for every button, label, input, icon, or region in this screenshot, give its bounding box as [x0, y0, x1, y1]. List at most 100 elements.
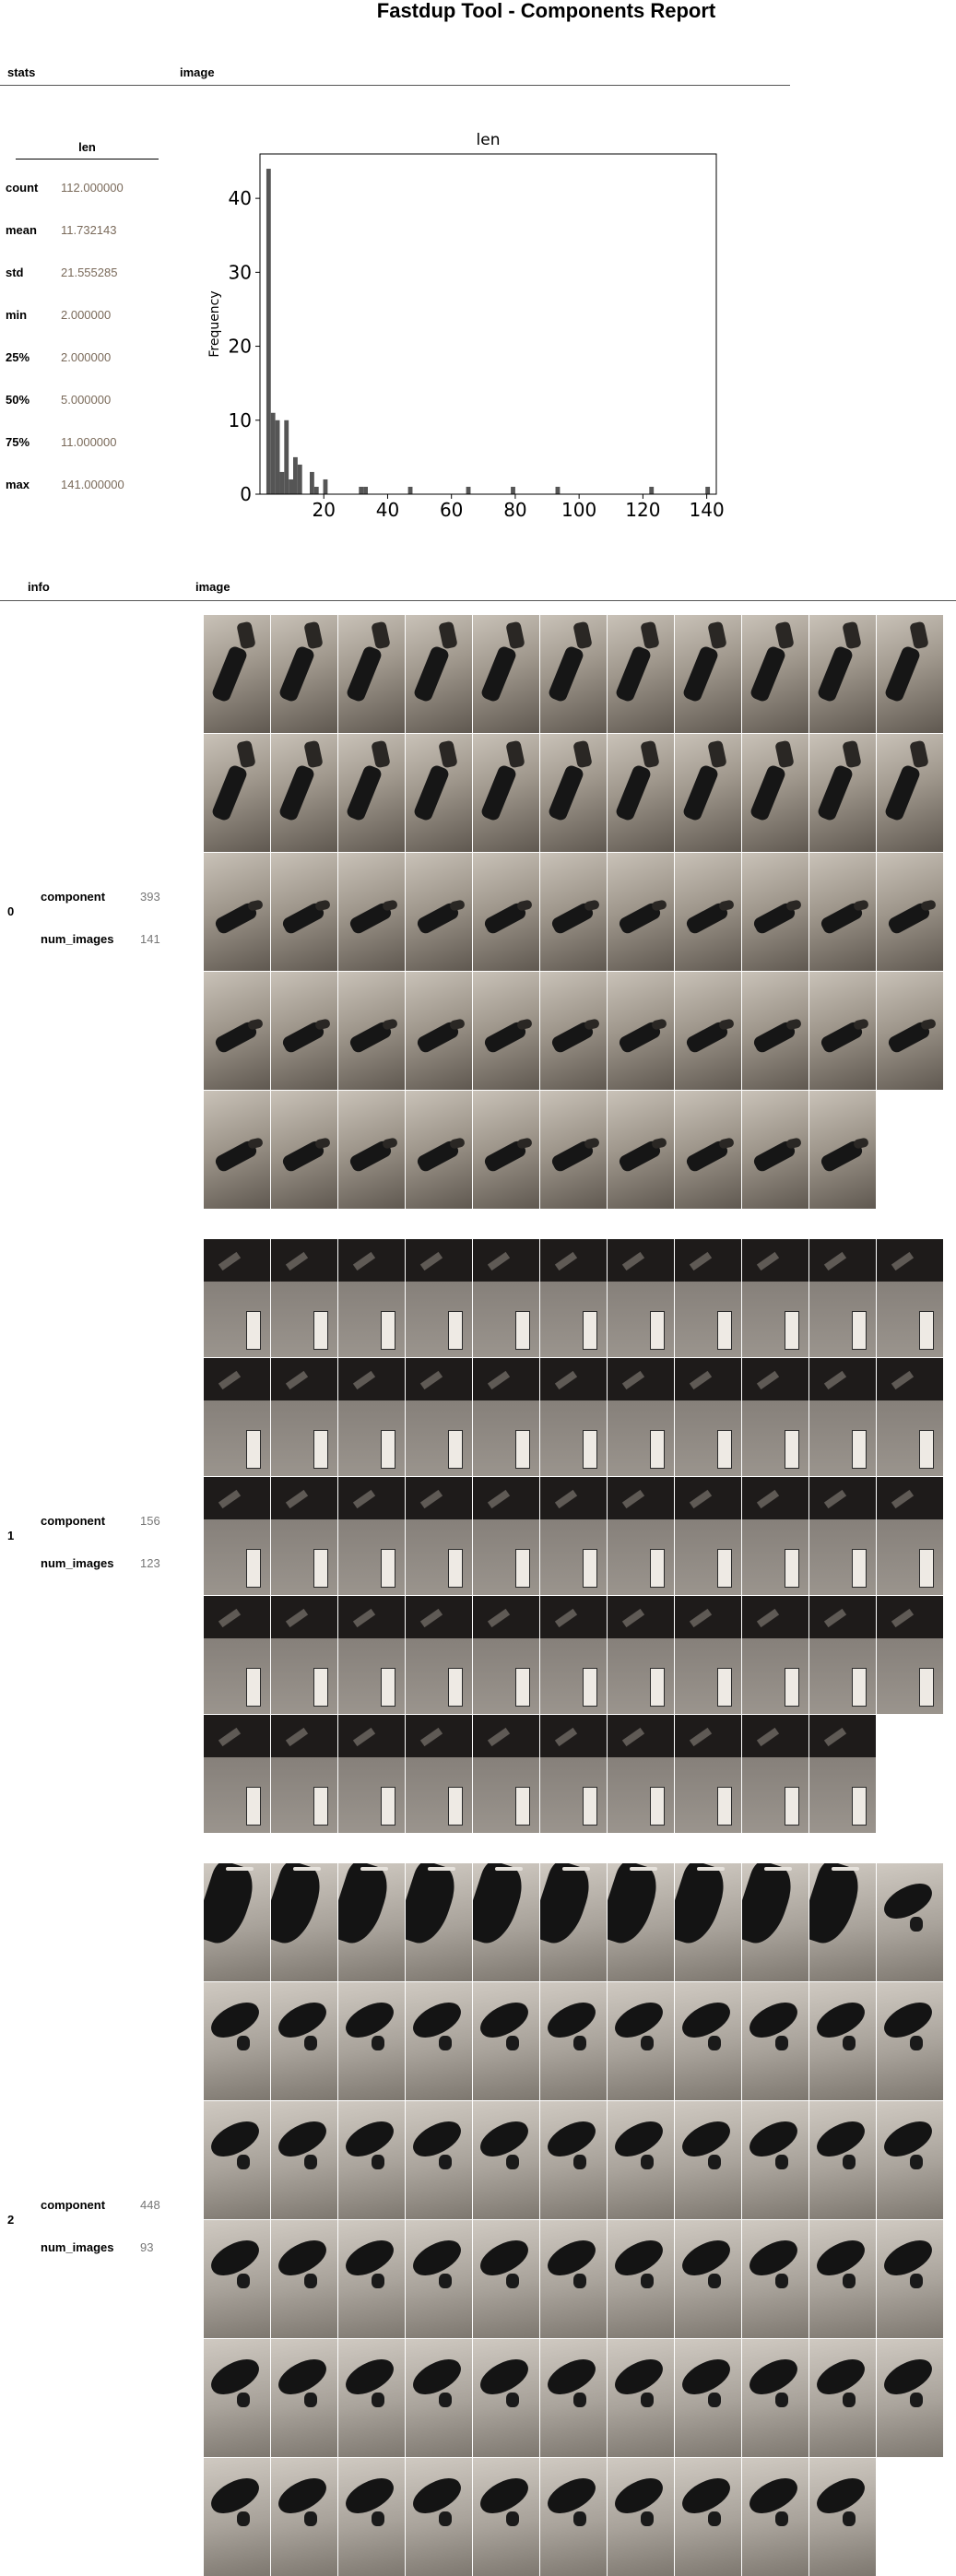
component-thumbnail[interactable]: [877, 1863, 943, 1981]
component-thumbnail[interactable]: [608, 1358, 674, 1476]
component-thumbnail[interactable]: [877, 1358, 943, 1476]
component-thumbnail[interactable]: [338, 2458, 405, 2576]
component-thumbnail[interactable]: [608, 1863, 674, 1981]
component-thumbnail[interactable]: [204, 615, 270, 733]
component-thumbnail[interactable]: [540, 1982, 607, 2100]
component-thumbnail[interactable]: [271, 1982, 337, 2100]
component-thumbnail[interactable]: [473, 1358, 539, 1476]
component-thumbnail[interactable]: [338, 1982, 405, 2100]
component-thumbnail[interactable]: [271, 615, 337, 733]
component-thumbnail[interactable]: [608, 1596, 674, 1714]
component-thumbnail[interactable]: [877, 2101, 943, 2219]
component-thumbnail[interactable]: [204, 1239, 270, 1357]
component-thumbnail[interactable]: [338, 1596, 405, 1714]
component-thumbnail[interactable]: [406, 972, 472, 1090]
component-thumbnail[interactable]: [742, 2101, 808, 2219]
component-thumbnail[interactable]: [675, 734, 741, 852]
component-thumbnail[interactable]: [877, 1596, 943, 1714]
component-thumbnail[interactable]: [406, 1239, 472, 1357]
component-thumbnail[interactable]: [608, 2458, 674, 2576]
component-thumbnail[interactable]: [204, 734, 270, 852]
component-thumbnail[interactable]: [675, 1863, 741, 1981]
component-thumbnail[interactable]: [540, 2220, 607, 2338]
component-thumbnail[interactable]: [540, 853, 607, 971]
component-thumbnail[interactable]: [742, 1982, 808, 2100]
component-thumbnail[interactable]: [406, 1358, 472, 1476]
component-thumbnail[interactable]: [338, 2101, 405, 2219]
component-thumbnail[interactable]: [271, 853, 337, 971]
component-thumbnail[interactable]: [742, 2458, 808, 2576]
component-thumbnail[interactable]: [608, 615, 674, 733]
component-thumbnail[interactable]: [540, 1477, 607, 1595]
component-thumbnail[interactable]: [608, 853, 674, 971]
component-thumbnail[interactable]: [204, 1596, 270, 1714]
component-thumbnail[interactable]: [675, 2101, 741, 2219]
component-thumbnail[interactable]: [540, 1358, 607, 1476]
component-thumbnail[interactable]: [338, 734, 405, 852]
component-thumbnail[interactable]: [809, 1091, 876, 1209]
component-thumbnail[interactable]: [540, 1091, 607, 1209]
component-thumbnail[interactable]: [271, 2339, 337, 2457]
component-thumbnail[interactable]: [406, 1715, 472, 1833]
component-thumbnail[interactable]: [809, 2101, 876, 2219]
component-thumbnail[interactable]: [540, 972, 607, 1090]
component-thumbnail[interactable]: [608, 1715, 674, 1833]
component-thumbnail[interactable]: [809, 734, 876, 852]
component-thumbnail[interactable]: [540, 1596, 607, 1714]
component-thumbnail[interactable]: [877, 1982, 943, 2100]
component-thumbnail[interactable]: [540, 2339, 607, 2457]
component-thumbnail[interactable]: [473, 2339, 539, 2457]
component-thumbnail[interactable]: [406, 1477, 472, 1595]
component-thumbnail[interactable]: [742, 1596, 808, 1714]
component-thumbnail[interactable]: [204, 2101, 270, 2219]
component-thumbnail[interactable]: [406, 2339, 472, 2457]
component-thumbnail[interactable]: [675, 972, 741, 1090]
component-thumbnail[interactable]: [608, 972, 674, 1090]
component-thumbnail[interactable]: [338, 1091, 405, 1209]
component-thumbnail[interactable]: [809, 972, 876, 1090]
component-thumbnail[interactable]: [675, 2220, 741, 2338]
component-thumbnail[interactable]: [742, 615, 808, 733]
component-thumbnail[interactable]: [473, 1239, 539, 1357]
component-thumbnail[interactable]: [809, 615, 876, 733]
component-thumbnail[interactable]: [742, 853, 808, 971]
component-thumbnail[interactable]: [809, 2339, 876, 2457]
component-thumbnail[interactable]: [608, 1477, 674, 1595]
component-thumbnail[interactable]: [338, 1715, 405, 1833]
component-thumbnail[interactable]: [338, 615, 405, 733]
component-thumbnail[interactable]: [473, 615, 539, 733]
component-thumbnail[interactable]: [204, 1358, 270, 1476]
component-thumbnail[interactable]: [406, 853, 472, 971]
component-thumbnail[interactable]: [608, 1239, 674, 1357]
component-thumbnail[interactable]: [742, 2220, 808, 2338]
component-thumbnail[interactable]: [540, 615, 607, 733]
component-thumbnail[interactable]: [271, 1863, 337, 1981]
component-thumbnail[interactable]: [338, 1477, 405, 1595]
component-thumbnail[interactable]: [877, 972, 943, 1090]
component-thumbnail[interactable]: [809, 1477, 876, 1595]
component-thumbnail[interactable]: [877, 615, 943, 733]
component-thumbnail[interactable]: [742, 1091, 808, 1209]
component-thumbnail[interactable]: [675, 2458, 741, 2576]
component-thumbnail[interactable]: [742, 734, 808, 852]
component-thumbnail[interactable]: [608, 734, 674, 852]
component-thumbnail[interactable]: [473, 2101, 539, 2219]
component-thumbnail[interactable]: [608, 1982, 674, 2100]
component-thumbnail[interactable]: [406, 734, 472, 852]
component-thumbnail[interactable]: [675, 1596, 741, 1714]
component-thumbnail[interactable]: [271, 1239, 337, 1357]
component-thumbnail[interactable]: [809, 1863, 876, 1981]
component-thumbnail[interactable]: [809, 2458, 876, 2576]
component-thumbnail[interactable]: [675, 1091, 741, 1209]
component-thumbnail[interactable]: [608, 2220, 674, 2338]
component-thumbnail[interactable]: [338, 1239, 405, 1357]
component-thumbnail[interactable]: [271, 1358, 337, 1476]
component-thumbnail[interactable]: [204, 972, 270, 1090]
component-thumbnail[interactable]: [742, 1358, 808, 1476]
component-thumbnail[interactable]: [271, 1715, 337, 1833]
component-thumbnail[interactable]: [406, 2220, 472, 2338]
component-thumbnail[interactable]: [204, 1982, 270, 2100]
component-thumbnail[interactable]: [608, 2339, 674, 2457]
component-thumbnail[interactable]: [540, 2101, 607, 2219]
component-thumbnail[interactable]: [877, 2339, 943, 2457]
